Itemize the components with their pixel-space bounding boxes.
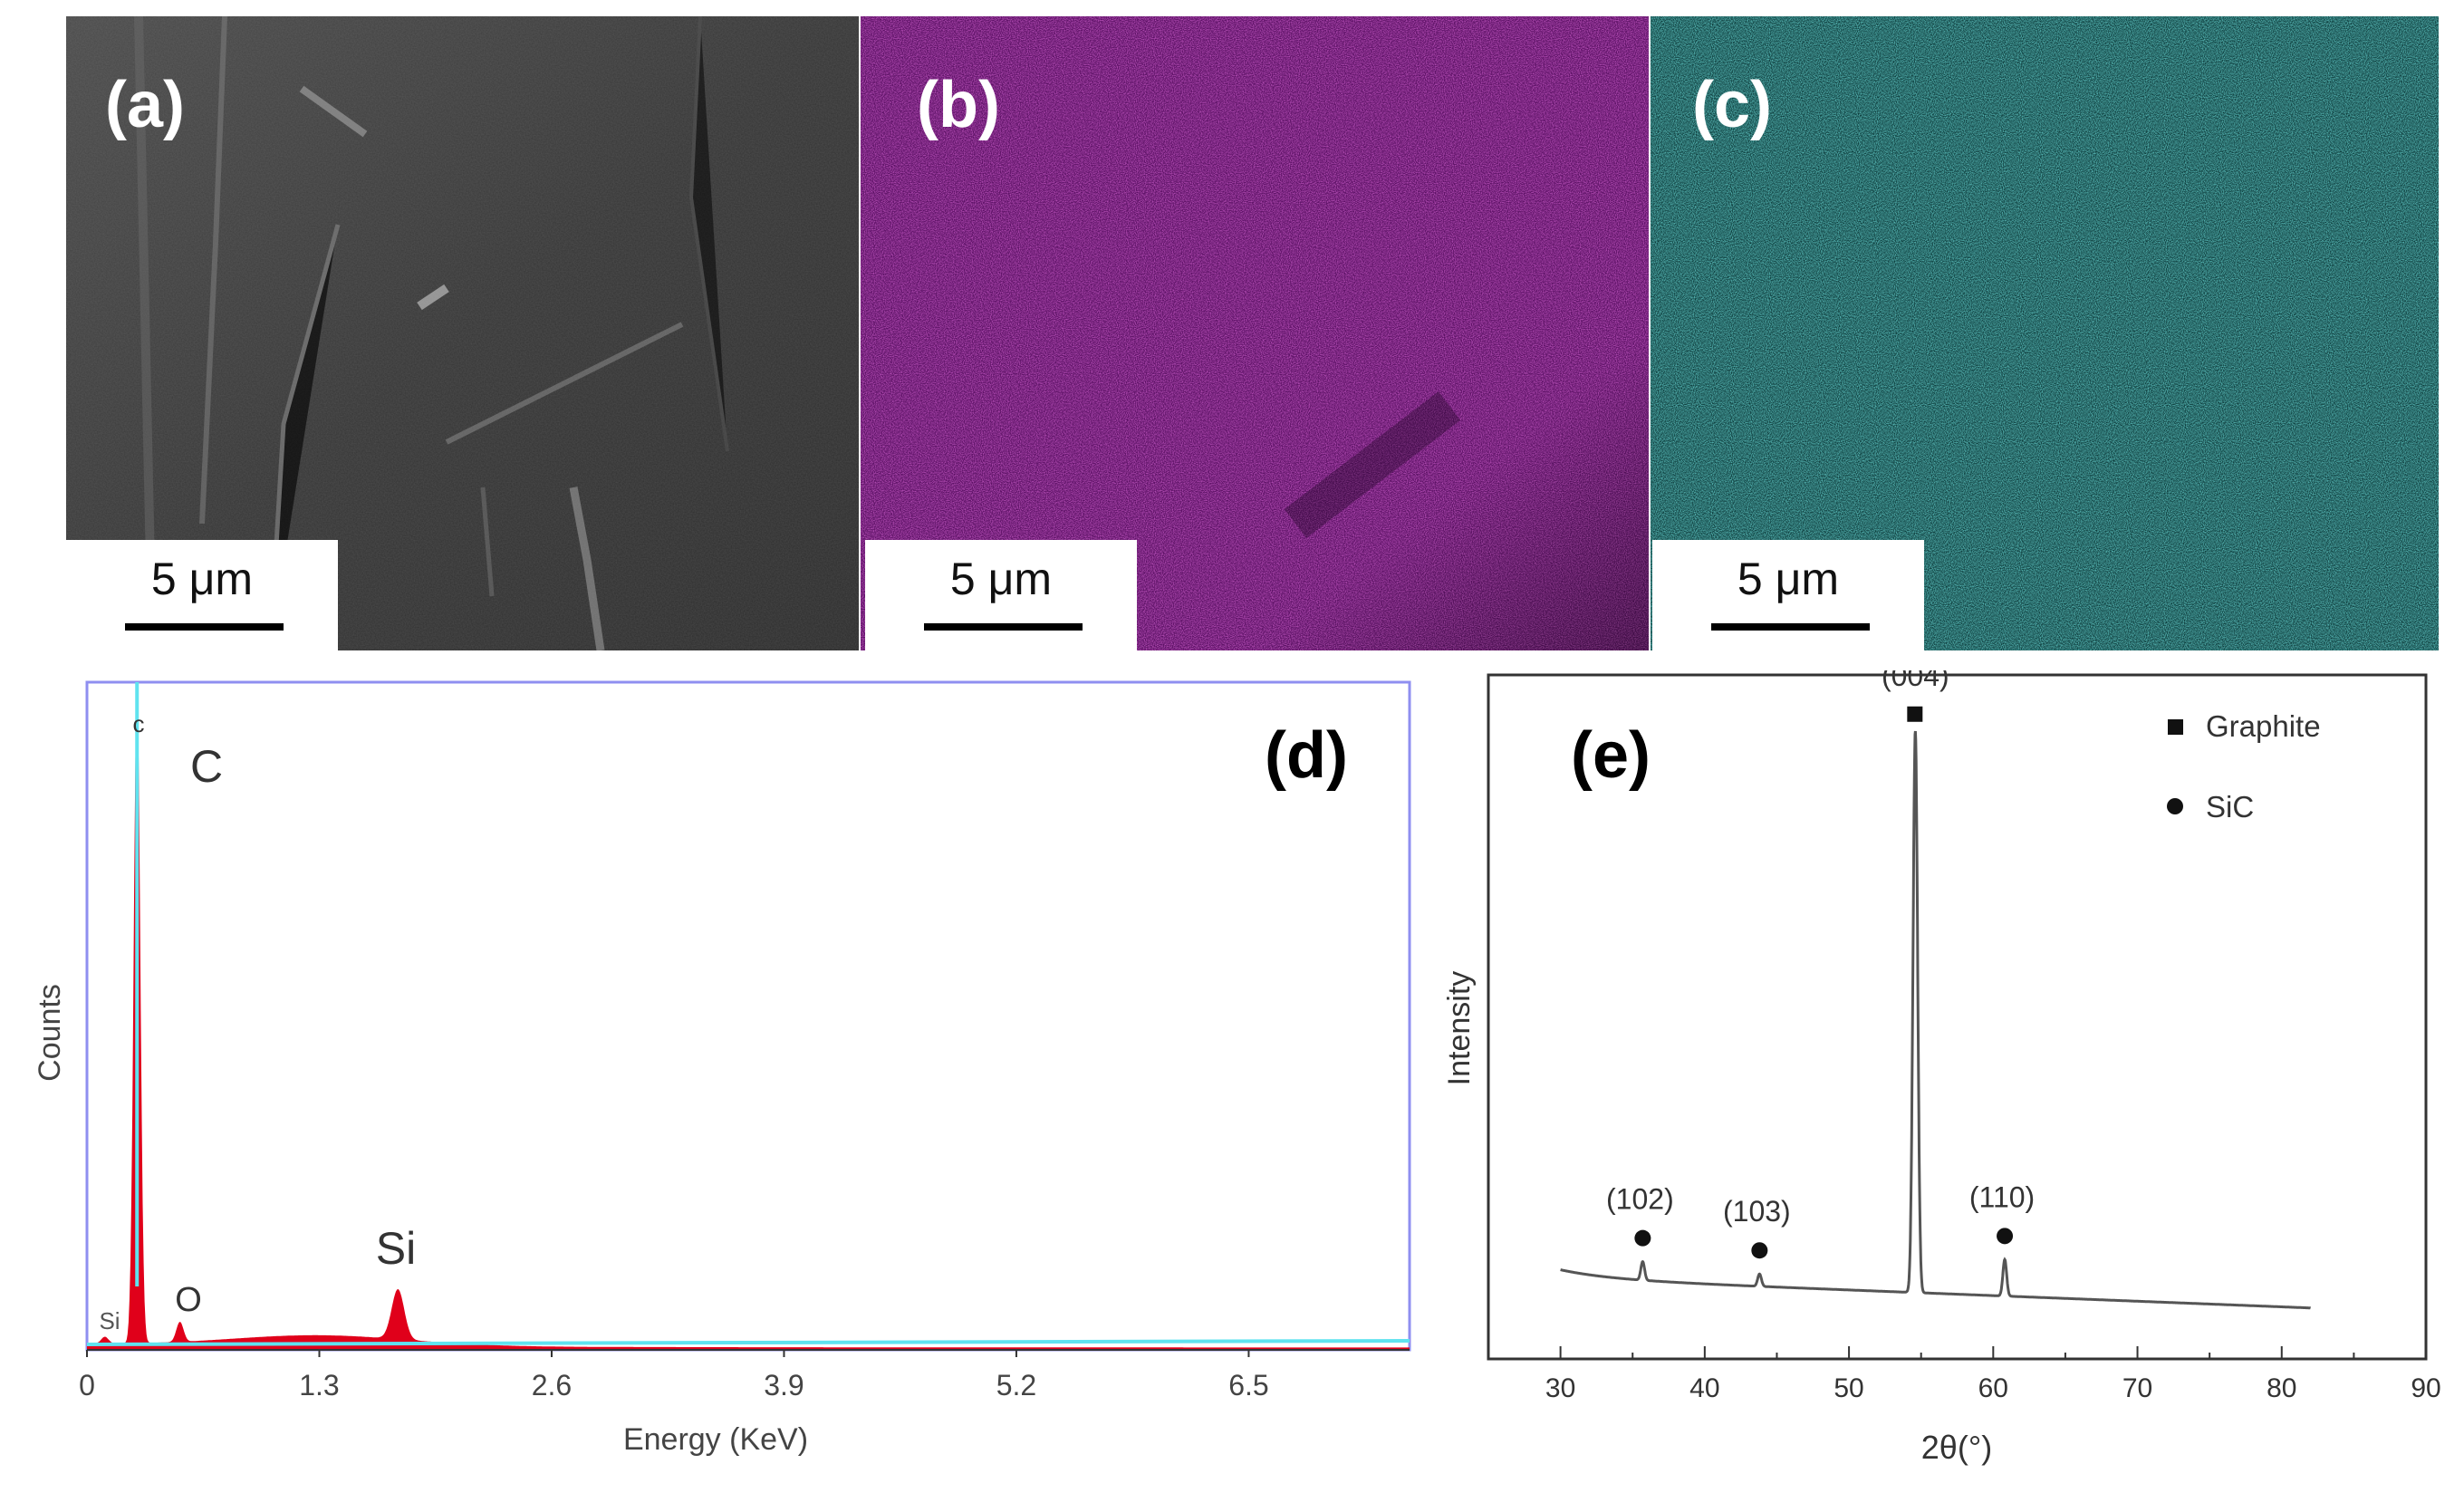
x-tick-label: 0 [79, 1369, 95, 1401]
x-tick-label: 5.2 [996, 1369, 1036, 1401]
peak-label-si-minor: Si [99, 1307, 120, 1334]
peak-marker-sic [1751, 1242, 1768, 1259]
plot-frame [85, 680, 1411, 1352]
eds-map-panel-c [1651, 16, 2439, 650]
scale-bar-b: 5 μm [865, 540, 1137, 650]
peak-label-o: O [175, 1281, 202, 1319]
eds-map-c [1651, 16, 2439, 650]
x-tick-label: 1.3 [299, 1369, 339, 1401]
legend: Graphite SiC [2167, 709, 2321, 824]
peak-hkl-label: (110) [1969, 1180, 2035, 1213]
x-tick-label: 50 [1834, 1373, 1863, 1403]
scale-bar-line [924, 623, 1083, 631]
spectrum-line [86, 682, 1410, 1346]
x-axis-label: Energy (KeV) [623, 1422, 808, 1457]
sem-micrograph [66, 16, 859, 650]
x-tick-label: 60 [1978, 1373, 2008, 1403]
x-tick-label: 3.9 [764, 1369, 804, 1401]
xrd-pattern-chart: 30 40 50 60 70 80 90 (102) (103) (004) (110) 2θ(°… [1442, 670, 2441, 1466]
legend-label-graphite: Graphite [2206, 709, 2321, 743]
panel-label-d: (d) [1265, 719, 1348, 792]
scale-bar-label: 5 μm [150, 554, 254, 604]
x-axis-label: 2θ(°) [1921, 1429, 1992, 1466]
peak-hkl-label: (004) [1882, 670, 1949, 692]
scale-bar-a: 5 μm [66, 540, 338, 650]
panel-label-c: (c) [1692, 69, 1772, 141]
y-axis-label: Intensity [1442, 971, 1477, 1086]
xrd-trace [1560, 730, 2311, 1310]
peak-tag-c: c [133, 710, 145, 737]
peak-marker-sic [1634, 1229, 1651, 1247]
peak-marker-sic [1997, 1228, 2014, 1245]
eds-spectrum-chart: 0 1.3 2.6 3.9 5.2 6.5 Energy (KeV) Counts c C… [33, 680, 1411, 1457]
scale-bar-label: 5 μm [949, 554, 1053, 604]
peak-hkl-label: (102) [1606, 1183, 1674, 1216]
peak-label-si: Si [376, 1223, 416, 1274]
panel-label-a: (a) [105, 69, 185, 141]
panel-label-b: (b) [917, 69, 1000, 141]
peak-marker-graphite [1907, 706, 1923, 722]
x-tick-label: 6.5 [1228, 1369, 1268, 1401]
sem-image-panel [66, 16, 859, 650]
x-tick-label: 80 [2267, 1373, 2296, 1403]
x-tick-label: 70 [2122, 1373, 2152, 1403]
legend-marker-sic [2167, 798, 2183, 814]
legend-marker-graphite [2168, 719, 2183, 735]
peak-label-c: C [190, 741, 223, 792]
x-tick-label: 2.6 [532, 1369, 572, 1401]
x-tick-label: 90 [2411, 1373, 2440, 1403]
y-axis-label: Counts [33, 984, 67, 1082]
peak-markers: (102) (103) (004) (110) [1606, 670, 2035, 1259]
scale-bar-line [1711, 623, 1870, 631]
panel-label-e: (e) [1571, 719, 1651, 792]
x-tick-label: 30 [1545, 1373, 1575, 1403]
x-ticks: 30 40 50 60 70 80 90 [1487, 1346, 2441, 1403]
scale-bar-line [125, 623, 284, 631]
scale-bar-c: 5 μm [1652, 540, 1924, 650]
x-tick-label: 40 [1689, 1373, 1719, 1403]
legend-label-sic: SiC [2206, 790, 2254, 824]
x-tick-labels: 0 1.3 2.6 3.9 5.2 6.5 [79, 1350, 1269, 1401]
scale-bar-label: 5 μm [1737, 554, 1840, 604]
peak-hkl-label: (103) [1723, 1195, 1791, 1228]
